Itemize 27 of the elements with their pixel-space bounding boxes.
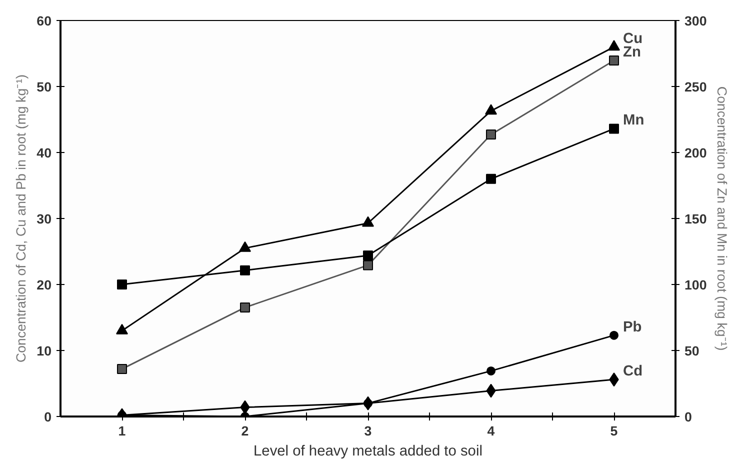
y-tick-label: 60 xyxy=(36,14,52,28)
y2-tick-label: 100 xyxy=(684,278,707,292)
x-tick-label: 4 xyxy=(487,424,496,438)
y2-tick-label: 50 xyxy=(684,344,700,358)
series-label: Zn xyxy=(623,44,641,60)
series-label: Pb xyxy=(623,319,642,336)
y-tick-label: 0 xyxy=(44,410,52,424)
y2-tick-label: 250 xyxy=(684,80,707,94)
y-tick-label: 30 xyxy=(36,212,52,226)
x-tick-label: 5 xyxy=(610,424,618,438)
series-label: Cu xyxy=(623,30,643,47)
y-tick-label: 50 xyxy=(36,80,52,94)
y2-tick-label: 200 xyxy=(684,146,707,160)
y2-axis-title: Concentration of Zn and Mn in root (mg kg⁻¹) xyxy=(714,86,730,351)
y2-tick-label: 300 xyxy=(684,14,707,28)
y-tick-label: 40 xyxy=(36,146,52,160)
y2-tick-label: 150 xyxy=(684,212,707,226)
x-axis-title: Level of heavy metals added to soil xyxy=(254,444,482,460)
series-label: Cd xyxy=(623,364,643,380)
x-tick-label: 2 xyxy=(241,424,249,438)
y-tick-label: 10 xyxy=(36,344,52,358)
y-axis-title: Concentration of Cd, Cu and Pb in root (mg kg⁻¹) xyxy=(14,74,29,362)
x-tick-label: 3 xyxy=(364,424,372,438)
series-label: Mn xyxy=(623,112,644,129)
y-tick-label: 20 xyxy=(36,278,52,292)
y2-tick-label: 0 xyxy=(684,410,692,424)
x-tick-label: 1 xyxy=(118,424,126,438)
